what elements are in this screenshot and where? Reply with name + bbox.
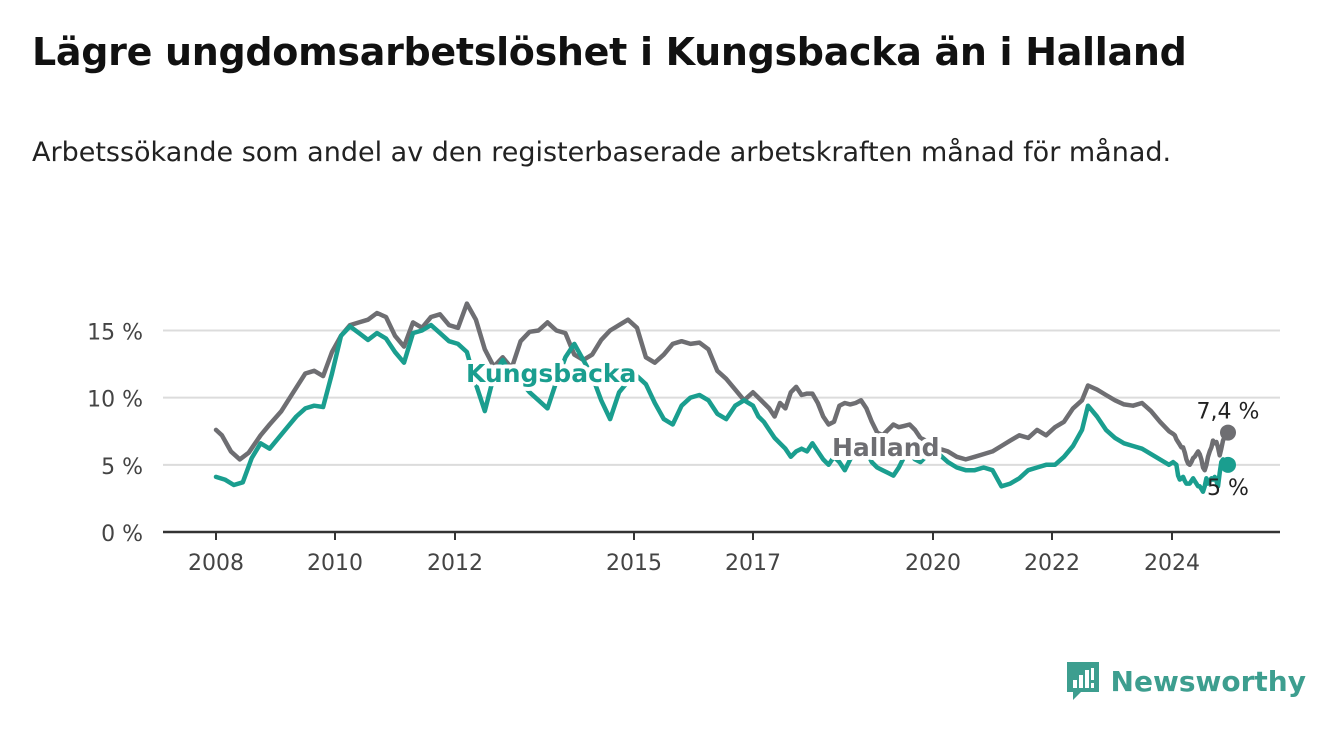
x-tick-label: 2012: [427, 551, 483, 576]
series-label-kungsbacka: Kungsbacka: [466, 359, 636, 388]
newsworthy-logo-icon: [1066, 662, 1099, 700]
y-tick-label: 10 %: [87, 388, 143, 413]
y-tick-label: 15 %: [87, 320, 143, 345]
y-tick-label: 5 %: [101, 455, 143, 480]
x-tick-label: 2020: [905, 551, 961, 576]
x-tick-label: 2024: [1144, 551, 1200, 576]
line-chart: 0 %5 %10 %15 % 2008 2010 2012 2015 2017 2020 2…: [87, 301, 1280, 576]
series-label-halland-halo: Halland: [832, 433, 940, 462]
brand-name: Newsworthy: [1110, 664, 1306, 698]
y-tick-label: 0 %: [101, 522, 143, 547]
end-label-halland: 7,4 %: [1197, 400, 1260, 425]
series-label-kungsbacka-halo: Kungsbacka: [466, 359, 636, 388]
series-line-halland: [213, 301, 1231, 473]
x-tick-label: 2022: [1024, 551, 1080, 576]
chart-subtitle: Arbetssökande som andel av den registerb…: [32, 137, 1172, 168]
x-axis: 2008 2010 2012 2015 2017 2020 2022 2024: [163, 530, 1280, 576]
series-labels: 7,4 %5 %KungsbackaKungsbackaHallandHalla…: [462, 355, 1260, 501]
x-tick-label: 2008: [188, 551, 244, 576]
series-label-halland: Halland: [832, 433, 940, 462]
series-line-kungsbacka: [213, 322, 1231, 494]
end-point-halland: [1220, 424, 1236, 441]
y-axis-ticks: 0 % 5 % 10 % 15 %: [87, 320, 143, 547]
x-tick-label: 2010: [307, 551, 363, 576]
end-point-kungsbacka: [1220, 456, 1236, 473]
series-lines: [213, 301, 1236, 494]
x-tick-label: 2017: [725, 551, 781, 576]
x-tick-label: 2015: [606, 551, 662, 576]
chart-title: Lägre ungdomsarbetslöshet i Kungsbacka ä…: [32, 30, 1187, 74]
brand-logo[interactable]: Newsworthy: [1065, 660, 1306, 702]
end-label-kungsbacka: 5 %: [1207, 476, 1249, 501]
